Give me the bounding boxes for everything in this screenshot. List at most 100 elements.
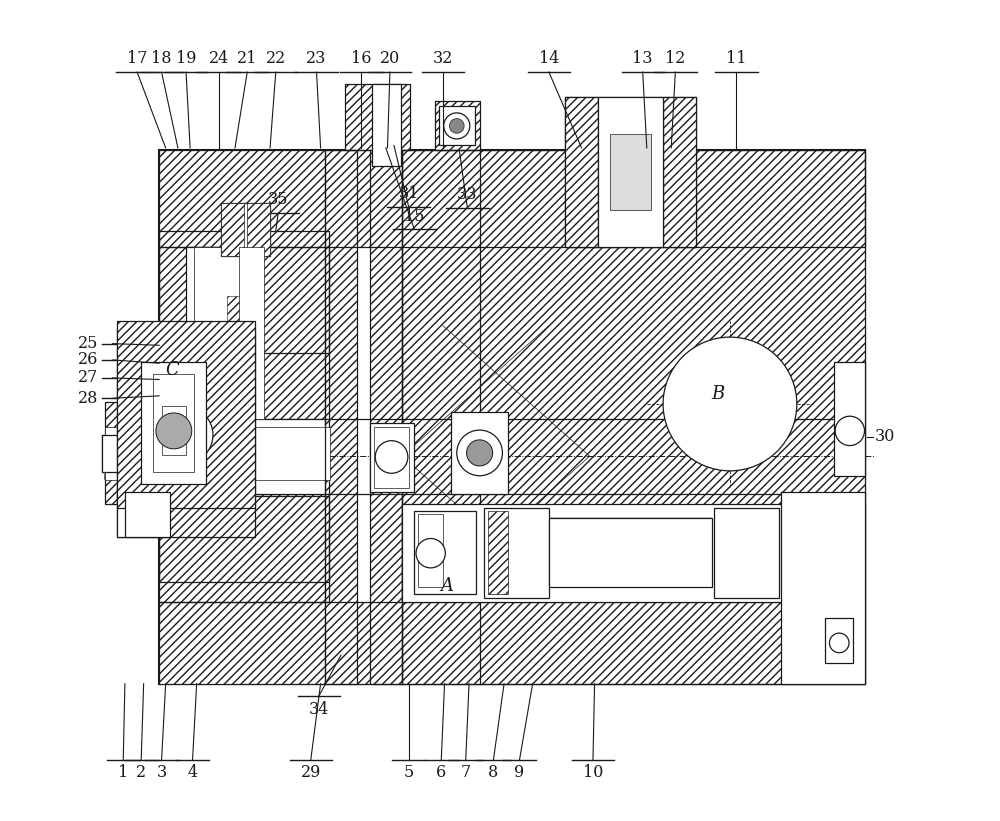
Bar <box>117 329 255 537</box>
Bar <box>435 101 480 149</box>
Circle shape <box>416 539 445 568</box>
Text: 4: 4 <box>188 764 198 782</box>
Text: 32: 32 <box>433 50 453 67</box>
Circle shape <box>449 118 464 133</box>
Text: 9: 9 <box>514 764 525 782</box>
Text: 24: 24 <box>209 50 229 67</box>
Text: 22: 22 <box>266 50 286 67</box>
Text: 20: 20 <box>380 50 400 67</box>
Text: 30: 30 <box>875 428 895 445</box>
Bar <box>159 419 329 493</box>
Bar <box>549 518 712 588</box>
Bar <box>159 231 329 582</box>
Text: 23: 23 <box>306 50 327 67</box>
Text: 31: 31 <box>398 185 419 202</box>
Circle shape <box>375 441 408 473</box>
Bar <box>105 402 159 504</box>
Circle shape <box>156 406 213 464</box>
Bar <box>781 492 865 684</box>
Bar <box>714 508 779 598</box>
Bar <box>714 508 779 598</box>
Bar <box>663 97 696 247</box>
Text: 13: 13 <box>632 50 653 67</box>
Bar <box>374 427 409 488</box>
Bar <box>102 435 122 471</box>
Text: 6: 6 <box>436 764 446 782</box>
Bar <box>247 203 270 255</box>
Bar <box>834 361 865 475</box>
Text: 34: 34 <box>309 701 329 718</box>
Bar <box>781 492 865 684</box>
Text: A: A <box>440 577 453 595</box>
Polygon shape <box>170 435 198 452</box>
Circle shape <box>444 112 470 139</box>
Bar <box>159 602 865 684</box>
Text: 21: 21 <box>237 50 257 67</box>
Circle shape <box>835 416 865 446</box>
Circle shape <box>467 440 493 466</box>
Text: 16: 16 <box>351 50 372 67</box>
Circle shape <box>156 413 192 449</box>
Text: 15: 15 <box>404 208 425 225</box>
Text: 17: 17 <box>127 50 147 67</box>
Circle shape <box>663 337 797 470</box>
Bar <box>370 149 402 684</box>
Bar <box>325 149 357 684</box>
Bar <box>488 511 508 594</box>
Text: 33: 33 <box>457 186 478 204</box>
Bar <box>402 149 865 684</box>
Bar <box>117 488 166 537</box>
Bar <box>370 149 402 684</box>
Bar <box>418 514 443 588</box>
Bar <box>345 85 410 149</box>
Bar <box>484 508 549 598</box>
Bar <box>345 85 410 149</box>
Bar <box>117 321 255 508</box>
Text: 10: 10 <box>583 764 603 782</box>
Bar <box>372 85 401 166</box>
Bar <box>221 203 270 255</box>
Bar <box>159 496 329 602</box>
Bar <box>194 247 243 337</box>
Bar <box>451 412 508 493</box>
Bar <box>159 149 865 684</box>
Bar <box>153 374 194 471</box>
Text: 19: 19 <box>176 50 196 67</box>
Bar <box>117 329 255 537</box>
Text: 5: 5 <box>404 764 414 782</box>
Bar <box>439 107 475 145</box>
Bar <box>370 423 414 492</box>
Bar <box>610 135 651 209</box>
Polygon shape <box>162 406 186 456</box>
Bar <box>105 402 159 504</box>
Text: 14: 14 <box>539 50 559 67</box>
Bar <box>825 618 853 663</box>
Bar <box>565 97 696 247</box>
Circle shape <box>457 430 502 475</box>
Bar <box>663 97 696 247</box>
Bar <box>402 504 865 602</box>
Circle shape <box>140 390 229 479</box>
Text: 18: 18 <box>151 50 172 67</box>
Bar <box>159 496 329 602</box>
Bar <box>834 361 865 475</box>
Text: B: B <box>711 385 724 403</box>
Text: 2: 2 <box>136 764 146 782</box>
Bar <box>565 97 598 247</box>
Text: C: C <box>165 360 179 378</box>
Text: 35: 35 <box>268 191 288 209</box>
Text: 25: 25 <box>78 335 98 352</box>
Bar <box>186 247 251 353</box>
Circle shape <box>829 633 849 653</box>
Text: 26: 26 <box>78 351 98 369</box>
Bar <box>414 511 476 594</box>
Bar <box>221 203 244 255</box>
Bar <box>159 231 329 582</box>
Bar <box>159 247 329 353</box>
Bar <box>598 97 663 247</box>
Bar <box>325 149 357 684</box>
Bar <box>549 518 712 588</box>
Bar <box>159 149 865 247</box>
Bar <box>159 149 865 247</box>
Bar <box>159 247 329 353</box>
